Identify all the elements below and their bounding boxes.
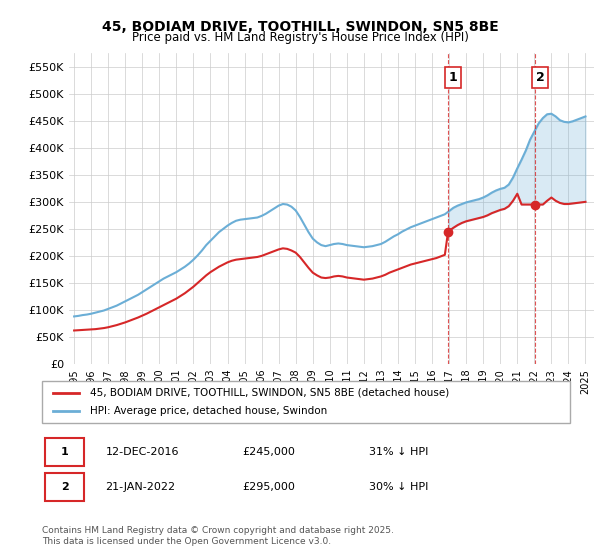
FancyBboxPatch shape [44,473,84,501]
Text: 2: 2 [61,482,68,492]
Text: Price paid vs. HM Land Registry's House Price Index (HPI): Price paid vs. HM Land Registry's House … [131,31,469,44]
FancyBboxPatch shape [42,381,570,423]
Text: 45, BODIAM DRIVE, TOOTHILL, SWINDON, SN5 8BE (detached house): 45, BODIAM DRIVE, TOOTHILL, SWINDON, SN5… [89,388,449,398]
Text: 30% ↓ HPI: 30% ↓ HPI [370,482,429,492]
FancyBboxPatch shape [44,438,84,466]
Text: HPI: Average price, detached house, Swindon: HPI: Average price, detached house, Swin… [89,406,327,416]
Text: 2: 2 [536,71,545,84]
Text: £245,000: £245,000 [242,447,296,458]
Text: £295,000: £295,000 [242,482,296,492]
Text: 1: 1 [61,447,68,458]
Text: 1: 1 [449,71,458,84]
Text: 31% ↓ HPI: 31% ↓ HPI [370,447,429,458]
Text: 45, BODIAM DRIVE, TOOTHILL, SWINDON, SN5 8BE: 45, BODIAM DRIVE, TOOTHILL, SWINDON, SN5… [101,20,499,34]
Text: 21-JAN-2022: 21-JAN-2022 [106,482,175,492]
Text: Contains HM Land Registry data © Crown copyright and database right 2025.
This d: Contains HM Land Registry data © Crown c… [42,526,394,546]
Text: 12-DEC-2016: 12-DEC-2016 [106,447,179,458]
